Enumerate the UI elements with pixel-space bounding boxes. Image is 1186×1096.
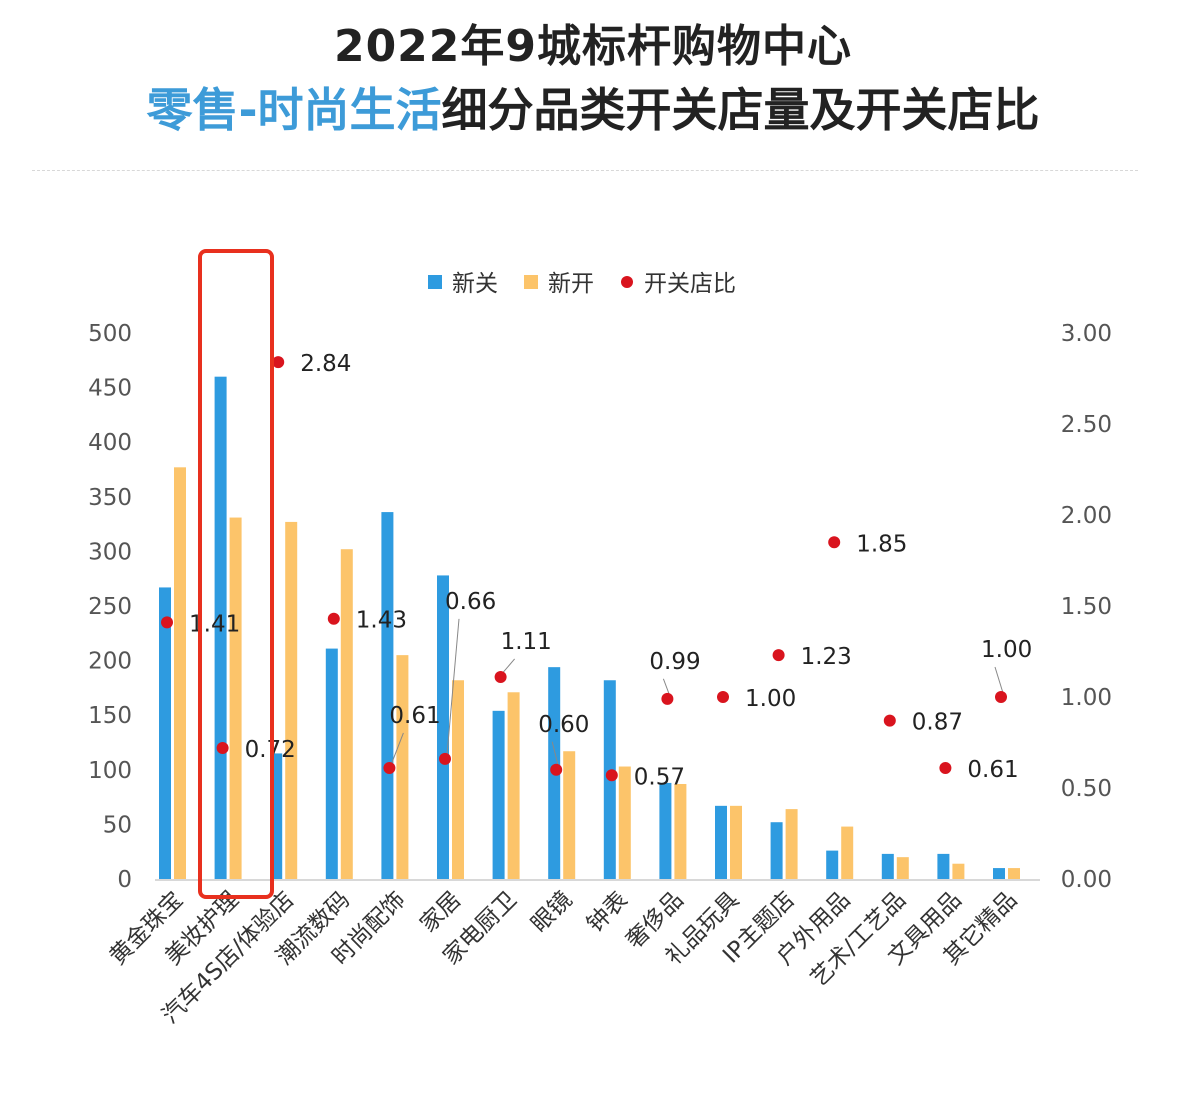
bar-opened	[730, 805, 742, 879]
bar-opened	[618, 766, 631, 879]
ratio-point	[661, 692, 674, 705]
legend-swatch	[621, 276, 633, 288]
ratio-leader-line	[502, 658, 515, 674]
ratio-label: 1.00	[981, 637, 1032, 663]
right-axis-tick: 1.50	[1061, 594, 1112, 620]
ratio-point	[161, 616, 173, 629]
right-axis-tick: 0.50	[1061, 776, 1112, 802]
bar-opened	[229, 517, 242, 879]
category-label: 家居	[415, 887, 466, 938]
ratio-label: 0.57	[634, 764, 685, 790]
ratio-point	[772, 649, 785, 662]
bar-opened	[507, 692, 520, 879]
ratio-point	[828, 536, 841, 549]
ratio-point	[605, 769, 618, 782]
left-axis-tick: 300	[88, 539, 132, 565]
ratio-point	[883, 714, 896, 727]
right-axis-tick: 0.00	[1061, 867, 1112, 893]
legend-label: 新开	[548, 271, 594, 297]
left-axis-tick: 50	[103, 812, 132, 838]
category-label: 钟表	[582, 887, 633, 938]
subtitle-rest: 细分品类开关店量及开关店比	[441, 83, 1040, 137]
ratio-point	[717, 691, 729, 703]
bar-closed	[325, 648, 338, 879]
ratio-label: 0.61	[967, 757, 1018, 783]
bar-closed	[159, 587, 171, 879]
bar-closed	[770, 822, 783, 879]
legend-swatch	[524, 275, 538, 289]
bar-opened	[896, 857, 909, 879]
ratio-label: 1.41	[189, 611, 240, 637]
ratio-label: 1.85	[856, 531, 907, 557]
right-axis-tick: 1.00	[1061, 685, 1112, 711]
bar-opened	[396, 655, 409, 879]
chart-subtitle: 零售-时尚生活细分品类开关店量及开关店比	[0, 74, 1186, 140]
right-axis-tick: 2.50	[1061, 412, 1112, 438]
ratio-point	[216, 741, 229, 754]
left-axis-tick: 350	[88, 485, 132, 511]
ratio-label: 0.61	[389, 703, 440, 729]
left-axis-tick: 500	[88, 321, 132, 347]
bar-closed	[826, 850, 839, 879]
bar-closed	[381, 512, 394, 879]
bar-closed	[881, 853, 894, 879]
bar-opened	[674, 783, 687, 879]
bar-closed	[937, 853, 950, 879]
right-axis-tick: 3.00	[1061, 321, 1112, 347]
right-axis-tick: 2.00	[1061, 503, 1112, 529]
ratio-label: 0.60	[538, 712, 589, 738]
ratio-point	[494, 670, 507, 683]
ratio-point	[995, 691, 1007, 703]
title-divider	[32, 170, 1138, 171]
ratio-leader-line	[446, 618, 460, 755]
ratio-label: 1.00	[745, 686, 796, 712]
bar-closed	[437, 575, 449, 879]
bar-opened	[340, 549, 353, 879]
left-axis-tick: 400	[88, 430, 132, 456]
left-axis-tick: 150	[88, 703, 132, 729]
ratio-label: 0.99	[649, 649, 700, 675]
left-axis-tick: 200	[88, 649, 132, 675]
ratio-leader-line	[994, 666, 1004, 694]
ratio-leader-line	[662, 678, 670, 695]
bar-opened	[452, 680, 464, 879]
bar-opened	[174, 467, 186, 879]
bar-closed	[715, 805, 727, 879]
ratio-point	[272, 356, 285, 369]
bar-opened	[952, 863, 965, 879]
bar-opened	[841, 826, 854, 879]
left-axis-tick: 450	[88, 376, 132, 402]
chart-title: 2022年9城标杆购物中心	[333, 21, 853, 72]
bar-closed	[993, 868, 1005, 879]
bar-closed	[492, 710, 505, 879]
ratio-label: 1.11	[501, 629, 552, 655]
left-axis-tick: 0	[117, 867, 132, 893]
ratio-point	[383, 761, 396, 774]
ratio-label: 1.43	[356, 608, 407, 634]
subtitle-highlight: 零售-时尚生活	[146, 83, 442, 137]
ratio-label: 2.84	[300, 351, 351, 377]
ratio-point	[550, 763, 563, 776]
left-axis-tick: 250	[88, 594, 132, 620]
legend-label: 开关店比	[644, 271, 736, 297]
bar-opened	[785, 809, 798, 879]
legend-label: 新关	[452, 271, 498, 297]
ratio-point	[439, 752, 451, 765]
legend-swatch	[428, 275, 442, 289]
ratio-label: 1.23	[801, 644, 852, 670]
ratio-point	[939, 761, 952, 774]
ratio-leader-line	[390, 732, 404, 765]
bar-closed	[659, 782, 672, 879]
left-axis-tick: 100	[88, 758, 132, 784]
category-label: 眼镜	[527, 887, 578, 938]
ratio-label: 0.87	[912, 710, 963, 736]
bar-opened	[563, 751, 576, 879]
highlight-box	[198, 249, 274, 899]
bar-opened	[1008, 868, 1020, 879]
bar-opened	[285, 521, 298, 879]
ratio-leader-line	[551, 741, 559, 766]
ratio-point	[327, 612, 340, 625]
ratio-label: 0.66	[445, 589, 496, 615]
